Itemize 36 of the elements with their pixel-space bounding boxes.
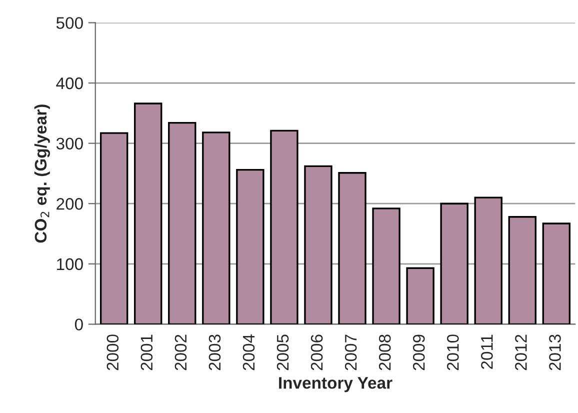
bar	[440, 202, 468, 324]
x-tick-label: 2008	[378, 334, 391, 370]
y-tick-label: 0	[74, 318, 83, 330]
x-tick-label: 2010	[446, 334, 459, 370]
x-tick-label: 2011	[481, 334, 493, 369]
x-tick-label: 2007	[344, 334, 357, 370]
x-tick-label: 2001	[140, 334, 153, 370]
bar	[406, 267, 434, 324]
y-tick-label: 400	[56, 77, 83, 90]
bar	[270, 130, 298, 324]
bar	[338, 172, 366, 324]
x-tick-label: 2012	[515, 334, 527, 370]
bar	[100, 132, 128, 324]
bar	[134, 102, 162, 324]
x-tick-label: 2004	[242, 334, 255, 370]
bar	[168, 122, 196, 324]
x-tick-label: 2006	[310, 334, 323, 370]
x-tick-label: 2002	[174, 334, 187, 370]
bar	[542, 222, 570, 324]
x-tick-label: 2000	[106, 334, 119, 370]
y-axis-title: CO$_{2}$ eq. (Gg/year)	[34, 104, 50, 243]
x-tick-label: 2005	[276, 334, 289, 370]
bar	[304, 165, 332, 324]
bar	[474, 196, 502, 324]
bar	[202, 132, 230, 324]
x-axis-title: Inventory Year	[279, 377, 392, 392]
x-tick-label: 2003	[208, 334, 221, 370]
x-tick-label: 2009	[412, 334, 425, 370]
y-tick-label: 300	[56, 138, 83, 150]
bar	[372, 208, 400, 324]
x-tick-label: 2013	[549, 334, 561, 370]
y-tick-label: 500	[56, 17, 83, 29]
y-tick-label: 200	[56, 198, 83, 210]
bar	[236, 169, 264, 324]
bar	[508, 216, 536, 324]
y-tick-label: 100	[57, 258, 83, 270]
